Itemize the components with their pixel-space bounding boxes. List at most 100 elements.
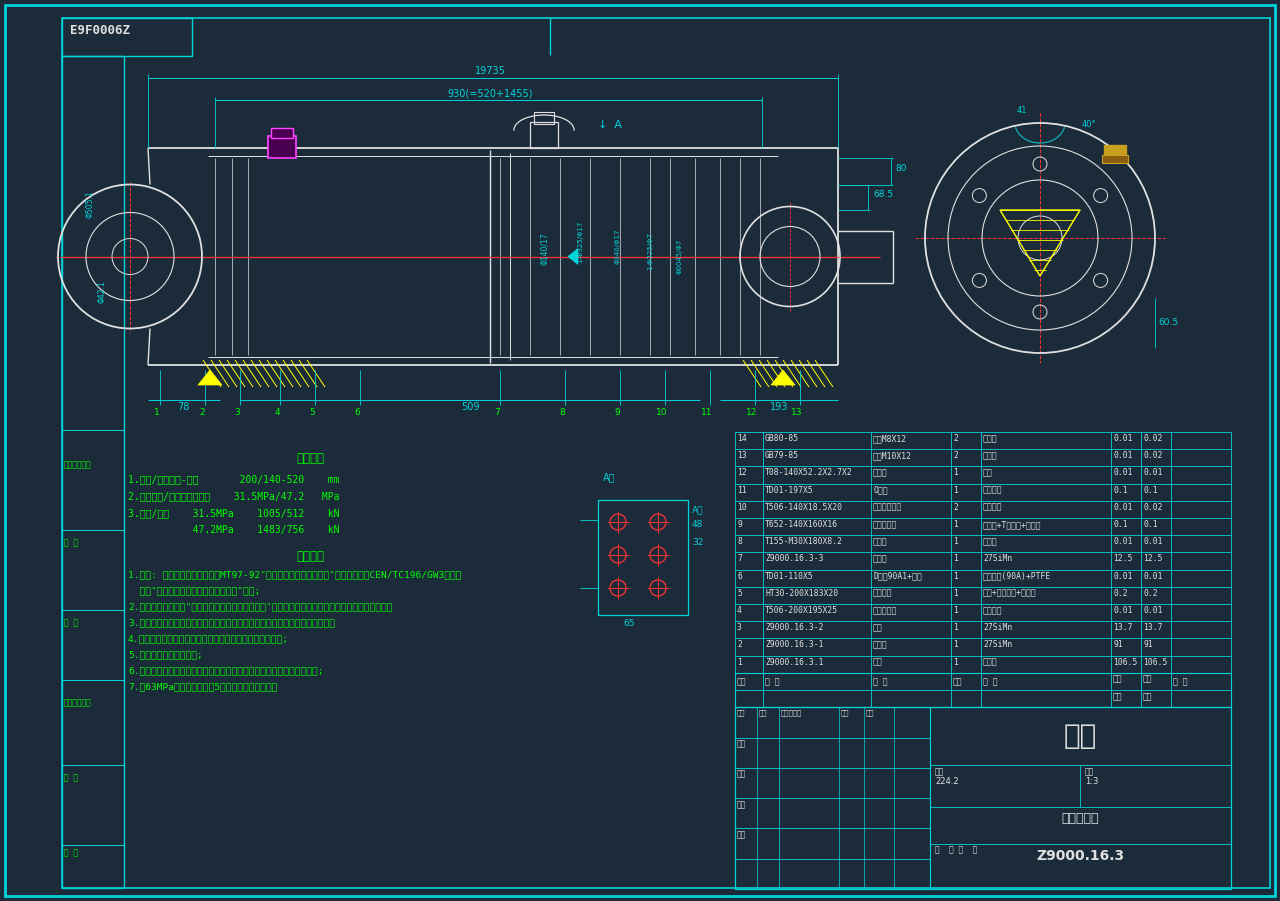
Text: 3.以单独产品出厂时，需采取防锈、防水、防尘措施，而进液口加塑料管封严。: 3.以单独产品出厂时，需采取防锈、防水、防尘措施，而进液口加塑料管封严。 <box>128 618 335 627</box>
Text: T652-140X160X16: T652-140X160X16 <box>765 520 838 529</box>
Text: 设计: 设计 <box>737 740 746 749</box>
Text: 32: 32 <box>692 538 704 547</box>
Text: 管理图样审定: 管理图样审定 <box>64 460 92 469</box>
Text: 91: 91 <box>1114 641 1123 650</box>
Text: 1: 1 <box>954 571 957 580</box>
Text: 106.5: 106.5 <box>1143 658 1167 667</box>
Text: 78: 78 <box>177 402 189 412</box>
Text: 丁腈橡胶(90A)+PTFE: 丁腈橡胶(90A)+PTFE <box>983 571 1051 580</box>
Text: 7: 7 <box>494 408 500 417</box>
Text: 技术特征: 技术特征 <box>296 452 324 465</box>
Text: 0.01: 0.01 <box>1114 469 1133 478</box>
Text: 1: 1 <box>954 588 957 597</box>
Text: 0.02: 0.02 <box>1143 451 1162 460</box>
Text: 2: 2 <box>954 434 957 443</box>
Text: 12.5: 12.5 <box>1114 554 1133 563</box>
Text: 标准图样审定: 标准图样审定 <box>64 698 92 707</box>
Text: 挡尘圈: 挡尘圈 <box>873 469 887 478</box>
Text: TD01-110X5: TD01-110X5 <box>765 571 814 580</box>
Text: 0.1: 0.1 <box>1143 486 1157 495</box>
Text: 夹腈+丁腈橡胶+星形管: 夹腈+丁腈橡胶+星形管 <box>983 588 1037 597</box>
Polygon shape <box>771 370 795 385</box>
Text: 不锈钢: 不锈钢 <box>983 434 997 443</box>
Text: Φ505.1: Φ505.1 <box>86 191 95 218</box>
Text: 不锈钢: 不锈钢 <box>983 451 997 460</box>
Bar <box>598 500 689 615</box>
Text: Φ42.1: Φ42.1 <box>97 280 106 303</box>
Text: 1: 1 <box>954 658 957 667</box>
Text: 5.零件配合表面不得损伤;: 5.零件配合表面不得损伤; <box>128 650 202 659</box>
Text: HT30-200X183X20: HT30-200X183X20 <box>765 588 838 597</box>
Text: 平衡千斤顶: 平衡千斤顶 <box>1061 812 1100 825</box>
Text: 序号: 序号 <box>737 677 746 686</box>
Text: 68.5: 68.5 <box>873 190 893 199</box>
Text: 0.01: 0.01 <box>1114 571 1133 580</box>
Text: 2.试装检验合格后装"支架、立柱及千斤顶喷漆要求"先刮防锈底漆，再喷面漆（颜色按用户要求）；: 2.试装检验合格后装"支架、立柱及千斤顶喷漆要求"先刮防锈底漆，再喷面漆（颜色按… <box>128 602 393 611</box>
Text: 3: 3 <box>234 408 239 417</box>
Text: 比例: 比例 <box>1085 768 1094 777</box>
Text: 部件: 部件 <box>1064 723 1097 751</box>
Text: 2: 2 <box>737 641 742 650</box>
Text: 47.2MPa    1483/756    kN: 47.2MPa 1483/756 kN <box>128 525 339 535</box>
Text: 4: 4 <box>274 408 280 417</box>
Text: 1: 1 <box>954 623 957 633</box>
Text: 螺钉M8X12: 螺钉M8X12 <box>873 434 908 443</box>
Text: 夹布夹条: 夹布夹条 <box>983 503 1002 512</box>
Text: 5: 5 <box>310 408 315 417</box>
Text: 0.1: 0.1 <box>1114 486 1128 495</box>
Text: Φ0045/Φ7: Φ0045/Φ7 <box>677 239 684 274</box>
Text: 13: 13 <box>791 408 803 417</box>
Text: 0.01: 0.01 <box>1114 503 1133 512</box>
Text: 0.01: 0.01 <box>1114 606 1133 615</box>
Text: 1-Φ325/Φ7: 1-Φ325/Φ7 <box>646 232 653 270</box>
Text: 8: 8 <box>737 537 742 546</box>
Text: 0.01: 0.01 <box>1114 434 1133 443</box>
Text: 名  称: 名 称 <box>873 677 887 686</box>
Bar <box>1102 155 1128 163</box>
Text: 总计: 总计 <box>1143 675 1152 684</box>
Text: 审  阅: 审 阅 <box>64 538 78 547</box>
Text: 7: 7 <box>737 554 742 563</box>
Bar <box>61 56 124 888</box>
Text: 材  料: 材 料 <box>983 677 997 686</box>
Text: 12: 12 <box>737 469 746 478</box>
Text: 螺钉M10X12: 螺钉M10X12 <box>873 451 911 460</box>
Text: Z9000.16.3: Z9000.16.3 <box>1037 849 1125 862</box>
Text: 导向套: 导向套 <box>873 554 887 563</box>
Text: 7.做63MPa试验后压力维压5分钟不得有外渗现象。: 7.做63MPa试验后压力维压5分钟不得有外渗现象。 <box>128 682 278 691</box>
Bar <box>271 128 293 138</box>
Text: 91: 91 <box>1143 641 1153 650</box>
Text: 1.缸径/活塞杆径-行程       200/140-520    mm: 1.缸径/活塞杆径-行程 200/140-520 mm <box>128 474 339 484</box>
Text: 65: 65 <box>623 619 635 628</box>
Text: 单件: 单件 <box>1114 675 1123 684</box>
Text: 数量: 数量 <box>954 677 963 686</box>
Bar <box>1103 145 1126 159</box>
Text: 14: 14 <box>737 434 746 443</box>
Text: 0.2: 0.2 <box>1143 588 1157 597</box>
Text: 48: 48 <box>692 520 704 529</box>
Text: Φ140/17: Φ140/17 <box>540 232 549 265</box>
Text: 重量: 重量 <box>1143 692 1152 701</box>
Text: 1: 1 <box>954 520 957 529</box>
Bar <box>735 673 1231 707</box>
Text: Z9000.16.3-1: Z9000.16.3-1 <box>765 641 823 650</box>
Text: Z9000.16.3.1: Z9000.16.3.1 <box>765 658 823 667</box>
Text: 6: 6 <box>355 408 360 417</box>
Bar <box>61 18 192 56</box>
Text: 活塞密封: 活塞密封 <box>873 588 892 597</box>
Text: 0.1: 0.1 <box>1114 520 1128 529</box>
Text: 27SiMn: 27SiMn <box>983 623 1012 633</box>
Text: 4.装配前各零件应充分清洗，去掉毛刺，螺纹油脂稀松松胶;: 4.装配前各零件应充分清洗，去掉毛刺，螺纹油脂稀松松胶; <box>128 634 289 643</box>
Text: E9F0006Z: E9F0006Z <box>70 24 131 37</box>
Text: 1:3: 1:3 <box>1085 778 1098 787</box>
Text: 夹布夹条: 夹布夹条 <box>983 606 1002 615</box>
Text: A向: A向 <box>692 505 704 514</box>
Text: A向: A向 <box>603 472 616 482</box>
Text: 1: 1 <box>954 641 957 650</box>
Text: 5: 5 <box>737 588 742 597</box>
Text: Z9000.16.3-2: Z9000.16.3-2 <box>765 623 823 633</box>
Text: 1: 1 <box>954 554 957 563</box>
Text: T155-M30X180X8.2: T155-M30X180X8.2 <box>765 537 844 546</box>
Text: 1: 1 <box>954 486 957 495</box>
Text: 0.1: 0.1 <box>1143 520 1157 529</box>
